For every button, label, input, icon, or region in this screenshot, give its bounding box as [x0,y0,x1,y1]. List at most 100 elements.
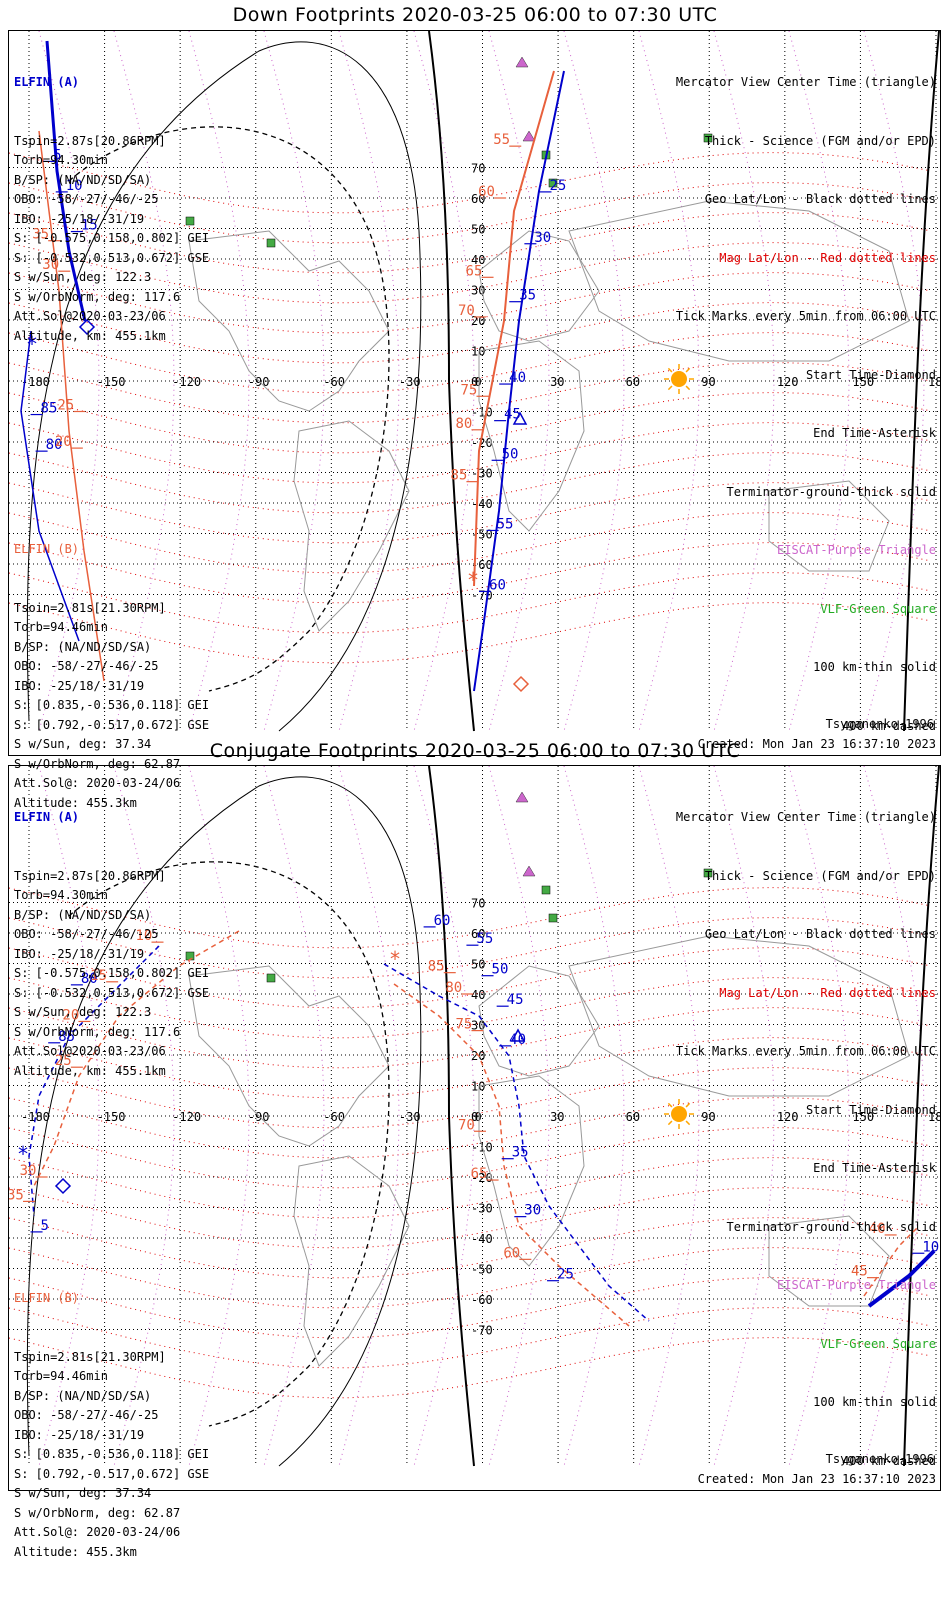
elfin-b-track [33,930,240,1187]
legend-eiscat: EISCAT-Purple Triangle [777,1278,936,1292]
info-line: OBO: -58/-27/-46/-25 [14,659,159,673]
start-time-diamond [54,1177,72,1195]
info-line: S: [0.835,-0.536,0.118] GEI [14,698,210,712]
end-time-asterisk: * [389,947,401,971]
mag-lon-line [413,31,475,732]
elfin-b-tick-label: 35 [32,227,49,243]
elfin-b-tick-label: 60 [503,1245,520,1261]
center-time-triangle [510,1028,526,1042]
coastline [568,200,910,362]
info-line: S w/Sun, deg: 37.34 [14,737,152,751]
coastline [478,230,600,342]
info-line: S: [-0.532,0.513,0.672] GSE [14,250,210,265]
elfin-b-name: ELFIN (B) [14,1291,80,1305]
elfin-a-tick-label: 50 [492,962,509,978]
elfin-a-track-science [45,40,87,322]
info-line: B/SP: (NA/ND/SD/SA) [14,1388,152,1403]
lat-tick-label: 40 [471,253,485,267]
down-footprints-panel: -180-150-120-90-60-300306090120150180706… [8,30,941,810]
sun-icon [671,1106,687,1122]
lat-tick-label: 10 [471,345,485,359]
elfin-b-tick-label: 80 [445,980,462,996]
lat-tick-label: -10 [471,1141,493,1155]
conjugate-footprints-title: Conjugate Footprints 2020-03-25 06:00 to… [209,740,741,762]
lat-tick-label: -30 [471,467,493,481]
footprint-400km-line [68,126,390,692]
elfin-b-tick-label: 30 [20,1163,37,1179]
elfin-a-tick-label: 60 [489,577,506,593]
model-label: Tsyganenko-1996 [825,717,934,731]
info-line: Altitude, km: 455.1km [14,1063,166,1078]
end-time-asterisk: * [467,568,479,592]
lon-tick-label: -30 [399,1110,421,1124]
elfin-a-tick-label: 55 [476,931,493,947]
elfin-b-tick-label: 65 [471,1166,488,1182]
lon-tick-label: 120 [777,1110,799,1124]
elfin-a-track [28,945,160,1217]
coastline [188,230,390,412]
footprint-400km-line [68,861,390,1427]
info-line: Torb=94.46min [14,620,108,634]
mag-lon-line [338,31,400,732]
elfin-a-tick-label: 40 [509,370,526,386]
lat-tick-label: -60 [471,558,493,572]
elfin-a-track-science [867,1249,936,1308]
vlf-green-square [541,885,551,895]
elfin-b-tick-label: 25 [57,398,74,414]
info-line: S w/OrbNorm, deg: 117.6 [14,1024,181,1039]
footprint-100km-line [26,776,422,1467]
elfin-b-tick-label: 85 [428,959,445,975]
info-line: B/SP: (NA/ND/SD/SA) [14,907,152,922]
lat-tick-label: 10 [471,1080,485,1094]
lat-tick-label: 60 [471,927,485,941]
lat-tick-label: -10 [471,406,493,420]
legend-center-time: Mercator View Center Time (triangle) [675,75,936,89]
lat-tick-label: -40 [471,1232,493,1246]
start-time-diamond [78,318,96,336]
elfin-a-tick-label: 55 [497,516,514,532]
created-label: Created: Mon Jan 23 16:37:10 2023 [697,1472,936,1486]
lat-tick-label: 70 [471,162,485,176]
elfin-a-tick-label: 45 [504,407,521,423]
lon-tick-label: 30 [550,1110,564,1124]
elfin-a-name: ELFIN (A) [14,75,80,89]
lat-tick-label: 60 [471,192,485,206]
sun-ray [685,1102,691,1108]
mag-lon-line [863,31,925,732]
lat-tick-label: -70 [471,1324,493,1338]
legend-vlf: VLF-Green Square [820,1336,936,1351]
lon-tick-label: 90 [701,375,715,389]
sun-ray [667,367,673,373]
elfin-a-tick-label: 15 [81,218,98,234]
sun-ray [667,385,673,391]
lon-tick-label: -90 [248,375,270,389]
end-time-asterisk: * [26,332,38,356]
elfin-a-tick-label: 80 [81,971,98,987]
lon-tick-label: -60 [323,1110,345,1124]
info-line: S: [-0.575,0.158,0.802] GEI [14,231,210,245]
info-line: S: [-0.575,0.158,0.802] GEI [14,966,210,980]
elfin-a-tick-label: 35 [512,1145,529,1161]
elfin-a-tick-label: 35 [519,288,536,304]
terminator-line [428,31,475,732]
legend-eiscat: EISCAT-Purple Triangle [777,543,936,557]
info-line: IBO: -25/18/-31/19 [14,211,145,226]
elfin-b-tick-label: 60 [478,184,495,200]
elfin-a-info: ELFIN (A) Tspin=2.87s[20.86RPM] Torb=94.3… [14,769,209,1120]
sun-ray [685,367,691,373]
mag-lon-line [263,31,325,732]
mag-lon-line [263,766,325,1467]
mag-lon-line [188,766,250,1467]
elfin-a-tick-label: 5 [41,1218,49,1234]
created-label: Created: Mon Jan 23 16:37:10 2023 [697,737,936,751]
elfin-b-track [393,983,630,1327]
mag-lon-line [38,766,100,1467]
info-line: S: [0.835,-0.536,0.118] GEI [14,1447,210,1461]
terminator-line [903,31,940,732]
mag-lon-line [188,31,250,732]
info-line: IBO: -25/18/-31/19 [14,946,145,961]
mag-lon-line [113,766,175,1467]
legend-start-time: Start Time-Diamond [805,1102,936,1117]
legend-tick-marks: Tick Marks every 5min from 06:00 UTC [675,1044,936,1058]
footprint-100km-line [26,41,422,732]
